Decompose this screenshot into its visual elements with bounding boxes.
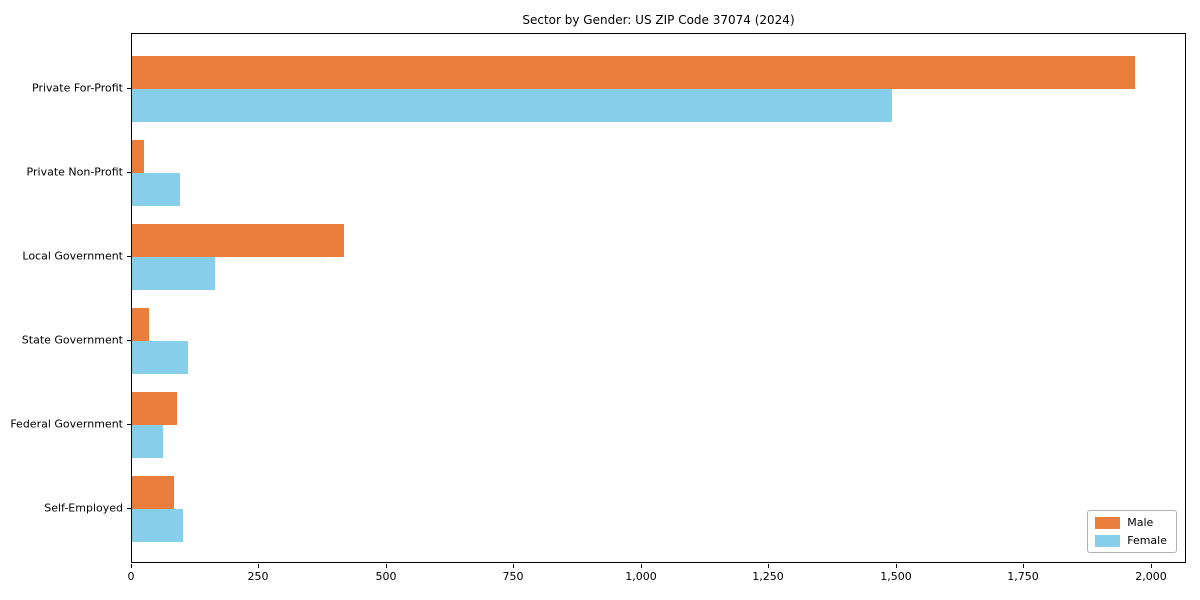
- x-tick-label: 1,000: [625, 570, 657, 583]
- x-tick-mark: [131, 564, 132, 568]
- legend-entry-female: Female: [1095, 534, 1167, 547]
- legend: Male Female: [1087, 510, 1177, 553]
- y-tick-mark: [127, 508, 131, 509]
- y-tick-mark: [127, 340, 131, 341]
- x-tick-label: 750: [502, 570, 524, 583]
- x-tick-mark: [386, 564, 387, 568]
- x-tick-label: 1,500: [880, 570, 912, 583]
- bar-male-2: [132, 224, 344, 257]
- bar-female-2: [132, 257, 215, 290]
- x-tick-label: 500: [375, 570, 397, 583]
- x-tick-mark: [1023, 564, 1024, 568]
- bar-male-3: [132, 308, 149, 341]
- x-tick-mark: [1151, 564, 1152, 568]
- legend-swatch-female: [1095, 534, 1121, 547]
- y-tick-mark: [127, 172, 131, 173]
- bar-male-4: [132, 392, 177, 425]
- plot-area: Male Female: [131, 33, 1186, 563]
- y-tick-mark: [127, 424, 131, 425]
- x-tick-mark: [768, 564, 769, 568]
- y-tick-mark: [127, 256, 131, 257]
- y-tick-label: Federal Government: [10, 417, 123, 431]
- legend-entry-male: Male: [1095, 516, 1167, 529]
- bar-female-5: [132, 509, 183, 542]
- x-tick-mark: [258, 564, 259, 568]
- bar-female-0: [132, 89, 892, 122]
- chart-title: Sector by Gender: US ZIP Code 37074 (202…: [522, 13, 795, 27]
- bar-male-1: [132, 140, 144, 173]
- legend-label-female: Female: [1127, 534, 1167, 547]
- y-tick-label: Self-Employed: [44, 501, 123, 515]
- y-tick-label: State Government: [21, 333, 123, 347]
- x-tick-label: 0: [127, 570, 135, 583]
- x-tick-label: 2,000: [1135, 570, 1167, 583]
- legend-label-male: Male: [1127, 516, 1154, 529]
- x-tick-label: 1,250: [752, 570, 784, 583]
- y-tick-label: Private Non-Profit: [26, 165, 123, 179]
- x-tick-mark: [513, 564, 514, 568]
- bar-male-5: [132, 476, 174, 509]
- x-tick-mark: [896, 564, 897, 568]
- x-tick-mark: [641, 564, 642, 568]
- y-tick-mark: [127, 88, 131, 89]
- x-tick-label: 250: [247, 570, 269, 583]
- bar-female-1: [132, 173, 180, 206]
- legend-swatch-male: [1095, 516, 1121, 529]
- bar-female-4: [132, 425, 163, 458]
- y-tick-label: Local Government: [22, 249, 123, 263]
- y-tick-label: Private For-Profit: [32, 81, 123, 95]
- bar-male-0: [132, 56, 1135, 89]
- x-tick-label: 1,750: [1007, 570, 1039, 583]
- bar-female-3: [132, 341, 188, 374]
